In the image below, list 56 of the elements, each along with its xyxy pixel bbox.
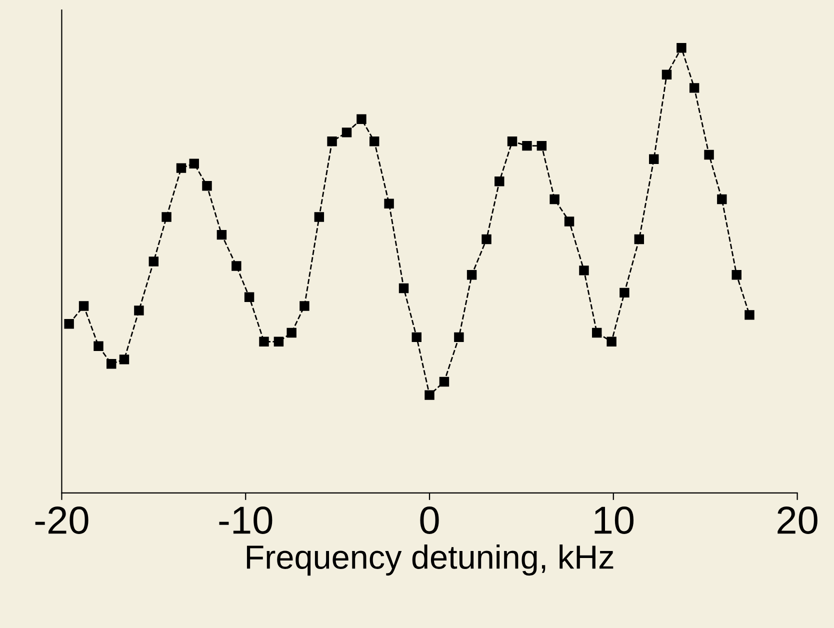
point xyxy=(649,154,659,164)
point xyxy=(162,212,172,222)
x-tick-label: 0 xyxy=(420,506,439,534)
point xyxy=(704,150,714,160)
point xyxy=(259,336,269,347)
point xyxy=(342,128,352,138)
point xyxy=(300,301,310,311)
point xyxy=(564,216,574,226)
point xyxy=(314,212,324,222)
point xyxy=(689,83,700,93)
x-tick-label: -20 xyxy=(35,506,88,534)
point xyxy=(732,270,742,280)
point xyxy=(424,390,434,400)
point xyxy=(744,310,754,320)
point xyxy=(398,283,409,294)
point xyxy=(717,194,727,204)
point xyxy=(550,194,560,204)
point xyxy=(454,332,464,342)
point xyxy=(216,230,227,240)
point xyxy=(620,288,630,298)
x-tick-label: -10 xyxy=(219,506,272,534)
point xyxy=(676,43,686,53)
point xyxy=(412,332,422,342)
x-tick-label: 20 xyxy=(778,506,818,534)
x-axis-title: Frequency detuning, kHz xyxy=(246,544,614,576)
point xyxy=(579,266,589,276)
point xyxy=(64,318,74,329)
point xyxy=(244,292,254,302)
point xyxy=(466,270,477,280)
point xyxy=(356,114,366,124)
point xyxy=(176,163,186,173)
point xyxy=(507,136,518,146)
point xyxy=(94,341,104,351)
point xyxy=(327,136,337,146)
point xyxy=(494,176,504,186)
point xyxy=(274,336,284,347)
point xyxy=(369,136,380,146)
point xyxy=(189,158,199,168)
point xyxy=(439,376,450,387)
point xyxy=(119,354,130,364)
point xyxy=(232,261,242,271)
point xyxy=(202,181,212,191)
point xyxy=(662,70,672,80)
point xyxy=(482,234,492,244)
point xyxy=(286,328,296,338)
point xyxy=(134,306,144,316)
x-tick-label: 10 xyxy=(594,506,634,534)
point xyxy=(384,198,394,209)
point xyxy=(606,336,616,347)
point xyxy=(536,140,547,151)
point xyxy=(592,328,602,338)
point xyxy=(522,140,532,151)
point xyxy=(148,256,159,266)
point xyxy=(106,359,116,369)
point xyxy=(634,234,644,244)
point xyxy=(78,301,89,311)
